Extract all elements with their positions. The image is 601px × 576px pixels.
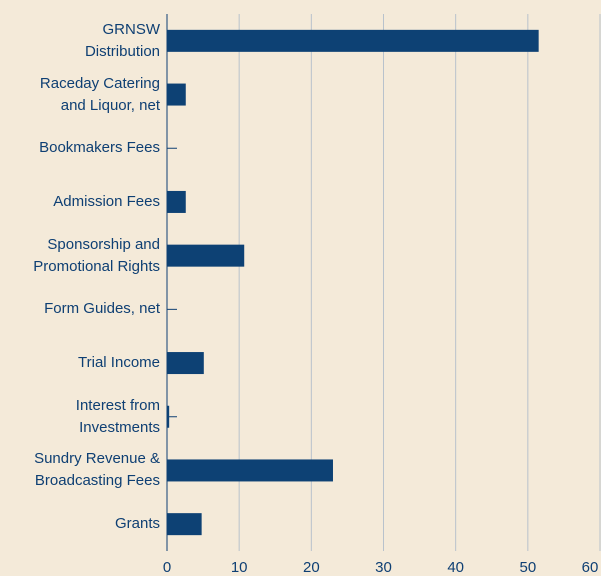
y-tick-label: Sundry Revenue & Broadcasting Fees [34,450,160,490]
bar [167,29,539,52]
y-tick-label: Trial Income [78,354,160,372]
x-tick-label: 30 [375,559,392,576]
bar [167,352,204,375]
x-tick-label: 0 [163,559,171,576]
bar [167,190,186,213]
y-tick-label: Admission Fees [53,192,160,210]
y-tick-label: GRNSW Distribution [84,20,160,60]
y-tick-label: Bookmakers Fees [39,139,160,157]
y-tick-label: Interest from Investments [75,396,160,436]
y-tick-label: Form Guides, net [44,300,160,318]
x-tick-label: 10 [231,559,248,576]
bar [167,459,333,482]
bar [167,405,170,428]
y-tick-label: Raceday Catering and Liquor, net [39,74,160,114]
bar [167,513,202,536]
y-tick-label: Sponsorship and Promotional Rights [33,235,160,275]
x-tick-label: 50 [519,559,536,576]
x-tick-label: 60 [582,559,599,576]
bar [167,83,186,106]
x-tick-label: 40 [447,559,464,576]
y-tick-label: Grants [114,515,160,533]
bar [167,244,245,267]
x-tick-label: 20 [303,559,320,576]
